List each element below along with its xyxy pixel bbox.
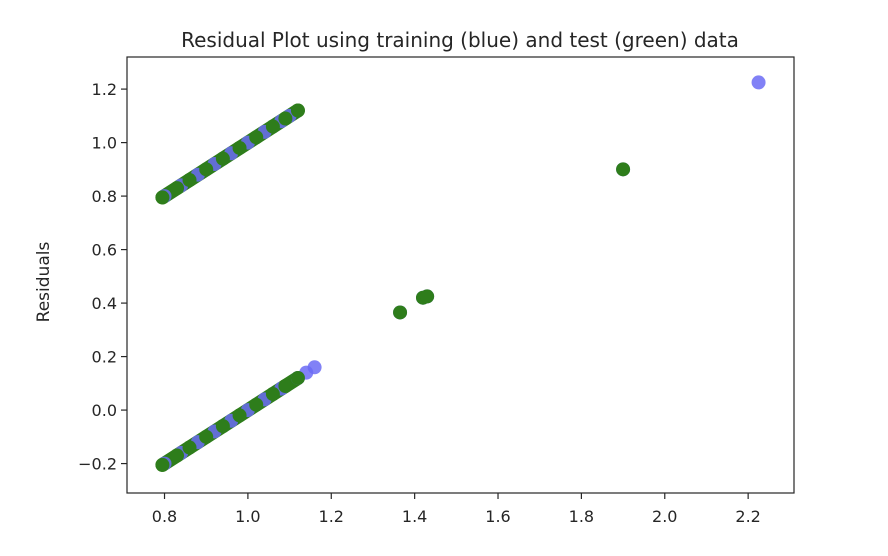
test-point: [616, 162, 631, 177]
test-point: [215, 419, 230, 434]
test-point: [215, 151, 230, 166]
test-point: [265, 387, 280, 402]
test-point: [155, 457, 170, 472]
test-point: [199, 162, 214, 177]
test-point: [278, 111, 293, 126]
test-point: [290, 103, 305, 118]
test-point: [290, 370, 305, 385]
y-tick-label: 0.6: [92, 241, 117, 260]
x-tick-label: 1.0: [235, 507, 260, 526]
test-point: [393, 305, 408, 320]
x-tick-label: 1.4: [402, 507, 427, 526]
test-point: [232, 140, 247, 155]
test-point: [232, 408, 247, 423]
chart-title: Residual Plot using training (blue) and …: [181, 28, 739, 52]
test-point: [170, 448, 185, 463]
test-point: [182, 173, 197, 188]
training-point: [307, 360, 322, 375]
y-tick-label: 1.0: [92, 134, 117, 153]
y-axis: −0.2 0.0 0.2 0.4 0.6 0.8 1.0 1.2: [78, 80, 127, 474]
test-point: [249, 397, 264, 412]
test-point: [265, 119, 280, 134]
y-tick-label: 1.2: [92, 80, 117, 99]
x-tick-label: 1.8: [569, 507, 594, 526]
y-tick-label: 0.4: [92, 294, 117, 313]
x-tick-label: 2.0: [652, 507, 677, 526]
test-point: [170, 181, 185, 196]
test-point: [420, 289, 435, 304]
y-tick-label: 0.0: [92, 401, 117, 420]
x-tick-label: 2.2: [735, 507, 760, 526]
training-point: [751, 75, 766, 90]
test-point: [199, 429, 214, 444]
test-point: [278, 379, 293, 394]
x-tick-label: 1.6: [485, 507, 510, 526]
y-tick-label: 0.2: [92, 348, 117, 367]
y-axis-label: Residuals: [34, 242, 54, 323]
x-axis: 0.8 1.0 1.2 1.4 1.6 1.8 2.0 2.2: [152, 493, 761, 526]
test-point: [182, 440, 197, 455]
x-tick-label: 1.2: [319, 507, 344, 526]
x-tick-label: 0.8: [152, 507, 177, 526]
data-points: [155, 75, 766, 472]
y-tick-label: 0.8: [92, 187, 117, 206]
y-tick-label: −0.2: [78, 455, 117, 474]
test-point: [155, 190, 170, 205]
test-point: [249, 130, 264, 145]
